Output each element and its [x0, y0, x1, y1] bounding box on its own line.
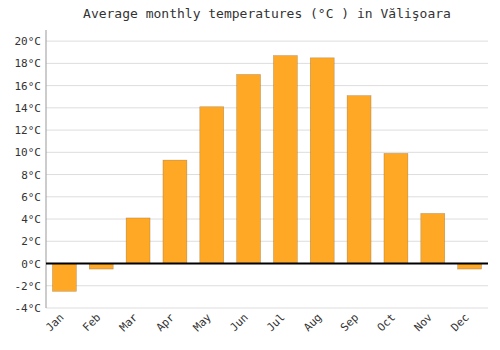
grid-line [46, 107, 488, 108]
x-tick-label: Jul [264, 311, 287, 334]
y-axis-line [46, 30, 47, 308]
x-tick-label: Aug [301, 311, 324, 334]
y-tick-label: 12°C [15, 124, 42, 137]
grid-line [46, 41, 488, 42]
bar [126, 218, 150, 264]
bars [46, 56, 488, 292]
grid-line [46, 308, 488, 309]
grid-line [46, 263, 488, 264]
grid-line [46, 85, 488, 86]
x-tick-label: Jun [227, 311, 250, 334]
x-tick-label: Oct [375, 311, 398, 334]
bar [421, 213, 445, 263]
x-tick-label: Sep [338, 311, 361, 334]
bar [384, 153, 408, 263]
y-tick-label: 20°C [15, 35, 42, 48]
chart-svg: Average monthly temperatures (°C ) in Vă… [0, 0, 500, 350]
y-tick-label: 10°C [15, 146, 42, 159]
bar [200, 107, 224, 264]
grid-line [46, 152, 488, 153]
grid-line [46, 196, 488, 197]
y-tick-label: 2°C [21, 235, 41, 248]
bar [163, 160, 187, 263]
title: Average monthly temperatures (°C ) in Vă… [83, 6, 451, 21]
bar [52, 264, 76, 292]
grid-line [46, 174, 488, 175]
grid-line [46, 285, 488, 286]
x-tick-label: Mar [117, 311, 141, 335]
x-tick-label: Dec [448, 311, 471, 334]
y-tick-label: 4°C [21, 213, 41, 226]
y-tick-label: 16°C [15, 80, 42, 93]
grid-line [46, 130, 488, 131]
grid-line [46, 63, 488, 64]
bar [347, 96, 371, 264]
bar [310, 58, 334, 264]
y-tick-label: -4°C [15, 302, 42, 315]
y-tick-label: 0°C [21, 258, 41, 271]
y-tick-label: 6°C [21, 191, 41, 204]
y-tick-label: -2°C [15, 280, 42, 293]
chart-container: Average monthly temperatures (°C ) in Vă… [0, 0, 500, 350]
y-tick-label: 18°C [15, 57, 42, 70]
y-tick-label: 14°C [15, 102, 42, 115]
x-tick-label: Jan [43, 311, 66, 334]
y-tick-label: 8°C [21, 169, 41, 182]
x-tick-label: Feb [80, 311, 103, 334]
bar [273, 56, 297, 264]
x-tick-label: May [191, 311, 215, 335]
x-tick-label: Apr [154, 311, 178, 335]
x-tick-label: Nov [412, 311, 436, 335]
grid [46, 41, 488, 308]
bar [237, 74, 261, 263]
zero-line [46, 263, 488, 265]
